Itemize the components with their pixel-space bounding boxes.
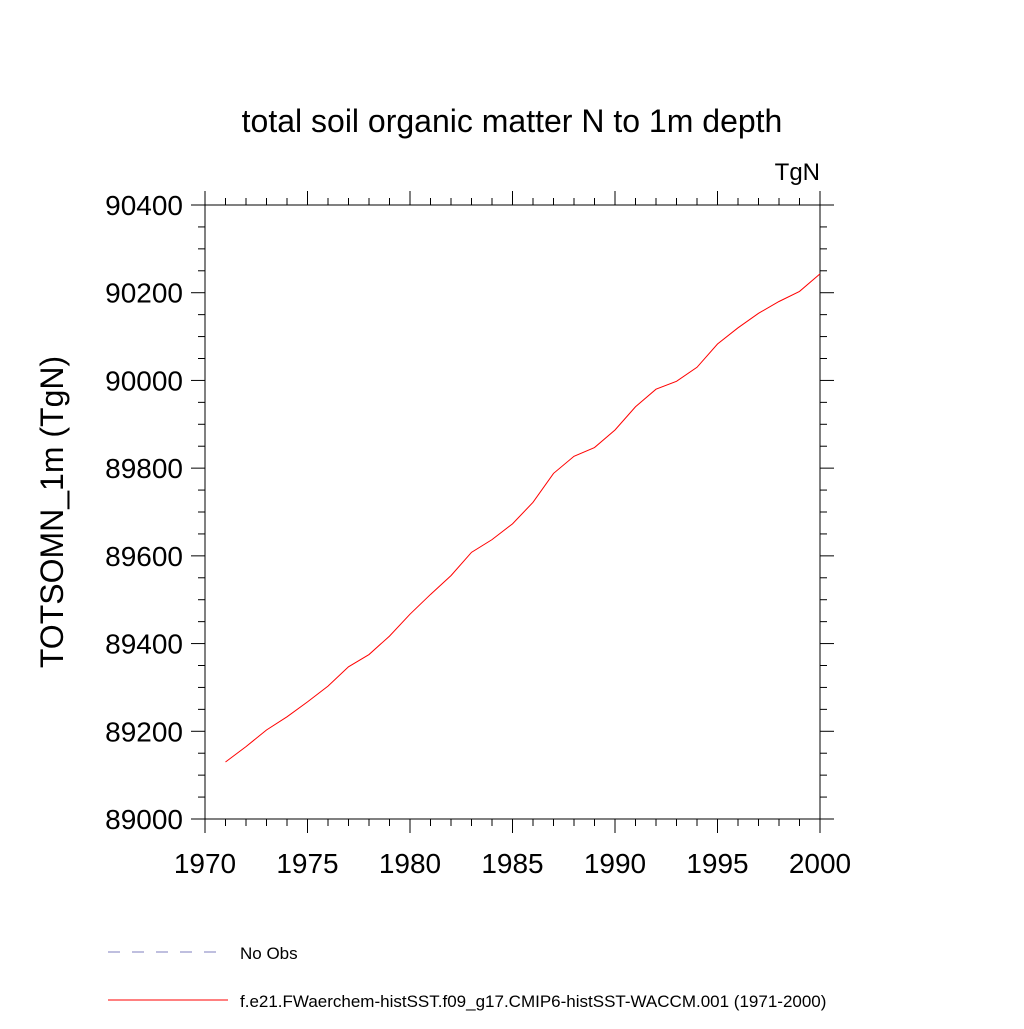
y-tick-label: 90000: [105, 365, 183, 396]
y-tick-label: 89800: [105, 453, 183, 484]
units-label: TgN: [775, 159, 820, 186]
series-line-1: [225, 273, 821, 763]
y-axis: 89000 89200 89400 89600 89800 90000 90200 90400: [105, 190, 834, 835]
y-tick-label: 89600: [105, 541, 183, 572]
chart-title: total soil organic matter N to 1m depth: [242, 103, 783, 139]
x-tick-label: 1995: [686, 848, 748, 879]
x-tick-label: 1970: [174, 848, 236, 879]
x-tick-label: 1985: [481, 848, 543, 879]
y-tick-label: 89000: [105, 804, 183, 835]
legend-label: No Obs: [240, 944, 298, 963]
plot-frame: [204, 204, 821, 820]
x-tick-label: 1980: [379, 848, 441, 879]
x-tick-label: 2000: [789, 848, 851, 879]
y-tick-label: 90200: [105, 278, 183, 309]
legend-label: f.e21.FWaerchem-histSST.f09_g17.CMIP6-hi…: [240, 992, 826, 1011]
y-tick-label: 89400: [105, 629, 183, 660]
y-tick-label: 90400: [105, 190, 183, 221]
y-tick-label: 89200: [105, 716, 183, 747]
series-layer: [225, 273, 821, 763]
x-tick-label: 1975: [276, 848, 338, 879]
legend: No Obs f.e21.FWaerchem-histSST.f09_g17.CM…: [108, 944, 826, 1011]
y-axis-label: TOTSOMN_1m (TgN): [34, 356, 70, 668]
x-axis: 1970 1975 1980 1985 1990 1995 2000: [174, 191, 851, 879]
x-tick-label: 1990: [584, 848, 646, 879]
